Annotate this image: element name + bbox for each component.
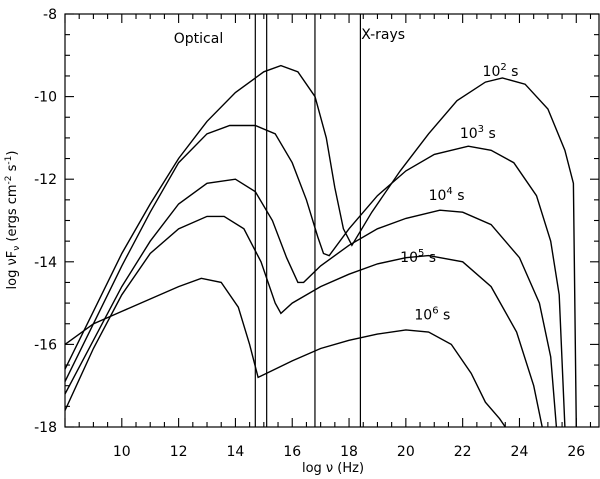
x-tick-label: 10 xyxy=(113,444,131,460)
y-axis-label-main: log νF xyxy=(5,251,20,290)
y-axis-label-exp1: -2 xyxy=(4,175,14,184)
y-axis-label-units-prefix: (ergs cm xyxy=(5,184,20,245)
band-lines xyxy=(254,14,362,427)
y-tick-label: -10 xyxy=(34,90,57,106)
y-axis-label: log νFν (ergs cm-2 s-1) xyxy=(4,151,22,290)
y-tick-label: -8 xyxy=(43,7,57,23)
annotations: Optical X-rays xyxy=(174,27,405,47)
x-axis-label: log ν (Hz) xyxy=(302,461,364,476)
tick-labels: 10 12 14 16 18 20 22 24 26 -8 -10 -12 -14 -16 -18 xyxy=(34,7,585,460)
y-tick-label: -14 xyxy=(34,255,57,271)
series-label-1: 103 s xyxy=(460,124,496,142)
x-tick-label: 14 xyxy=(227,444,245,460)
series-curves xyxy=(64,64,577,428)
x-tick-label: 16 xyxy=(283,444,301,460)
y-axis-label-units-suffix: ) xyxy=(5,151,20,156)
y-axis-label-exp2: -1 xyxy=(4,156,14,165)
series-curve-3 xyxy=(64,215,543,428)
series-label-4: 106 s xyxy=(414,306,450,324)
series-labels: 102 s 103 s 104 s 105 s 106 s xyxy=(400,62,518,324)
series-curve-1 xyxy=(64,124,566,428)
y-axis-label-sub: ν xyxy=(12,246,22,251)
series-curve-0 xyxy=(64,64,577,428)
x-tick-label: 12 xyxy=(170,444,188,460)
series-label-2: 104 s xyxy=(429,186,465,204)
y-tick-label: -12 xyxy=(34,172,57,188)
series-curve-2 xyxy=(64,178,558,428)
band-annotation: Optical xyxy=(174,31,223,47)
x-tick-label: 26 xyxy=(567,444,585,460)
x-tick-label: 24 xyxy=(511,444,529,460)
band-annotation: X-rays xyxy=(361,27,405,43)
series-curve-4 xyxy=(64,277,506,428)
series-label-3: 105 s xyxy=(400,248,436,266)
y-tick-label: -18 xyxy=(34,420,57,436)
x-tick-label: 20 xyxy=(397,444,415,460)
x-tick-label: 18 xyxy=(340,444,358,460)
y-axis-label-units-mid: s xyxy=(5,164,20,175)
x-tick-label: 22 xyxy=(454,444,472,460)
series-label-0: 102 s xyxy=(483,62,519,80)
axis-ticks xyxy=(64,13,599,428)
y-tick-label: -16 xyxy=(34,337,57,353)
